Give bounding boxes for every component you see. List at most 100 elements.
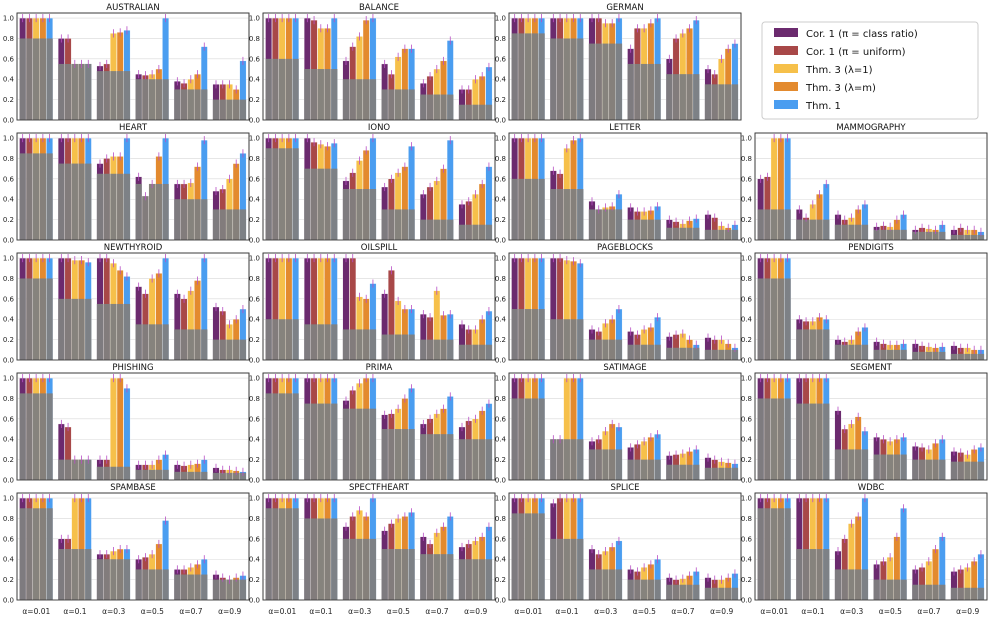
- bar-base-splice-g2-s0: [588, 569, 596, 600]
- y-tick-label: 0.8: [3, 155, 14, 163]
- bar-base-heart-g1-s4: [85, 163, 92, 240]
- y-tick-label: 0.2: [495, 336, 506, 344]
- bar-base-phishing-g0-s0: [19, 393, 26, 480]
- bar-base-mammography-g5-s2: [964, 234, 971, 240]
- x-tick-label: α=0.1: [63, 607, 86, 616]
- bar-base-pendigits-g2-s1: [841, 344, 848, 360]
- bar-base-satimage-g4-s2: [679, 464, 686, 480]
- bar-base-balance-g0-s4: [292, 58, 299, 120]
- bar-base-mammography-g2-s3: [855, 224, 862, 240]
- bar-base-spectfheart-g1-s4: [331, 518, 338, 600]
- bar-base-german-g1-s4: [577, 38, 584, 120]
- y-tick-label: 0.8: [741, 515, 752, 523]
- legend-label-thm3-lambdam: Thm. 3 (λ=m): [805, 83, 876, 94]
- bar-base-german-g0-s0: [511, 33, 518, 120]
- panel-australian: AUSTRALIAN 0.0 0.2 0.4 0.6 0.8 1.0: [3, 3, 250, 125]
- bar-base-spambase-g4-s2: [187, 574, 194, 600]
- bar-base-newthyroid-g4-s0: [174, 329, 181, 360]
- bar-base-phishing-g4-s2: [187, 471, 194, 480]
- y-tick-label: 0.4: [3, 436, 15, 444]
- bar-base-german-g2-s3: [609, 43, 616, 121]
- bar-base-iono-g5-s2: [472, 224, 479, 240]
- bar-base-splice-g1-s1: [556, 538, 564, 600]
- panels-group: AUSTRALIAN 0.0 0.2 0.4 0.6 0.8 1.0 BALANCE 0.0 0.…: [3, 3, 988, 605]
- panel-border-iono: [262, 132, 496, 241]
- bar-base-newthyroid-g1-s3: [78, 298, 85, 360]
- y-tick-label: 0.0: [495, 477, 506, 485]
- panel-title-iono: IONO: [368, 123, 391, 133]
- bar-base-pageblocks-g3-s4: [654, 344, 661, 360]
- bar-base-oilspill-g2-s1: [349, 329, 356, 360]
- y-tick-label: 0.2: [495, 456, 506, 464]
- bar-base-pageblocks-g4-s2: [679, 347, 686, 360]
- bar-base-letter-g0-s0: [511, 178, 518, 240]
- bar-base-segment-g1-s1: [802, 403, 810, 480]
- bar-base-german-g1-s0: [550, 38, 557, 120]
- panel-oilspill: OILSPILL 0.0 0.2 0.4 0.6 0.8 1.0: [249, 243, 496, 365]
- bar-base-australian-g5-s1: [219, 99, 226, 120]
- bar-base-newthyroid-g2-s0: [96, 303, 104, 360]
- bar-base-australian-g3-s4: [162, 79, 169, 120]
- bar-base-spambase-g3-s0: [135, 569, 142, 600]
- y-tick-label: 1.0: [495, 495, 506, 503]
- bar-base-satimage-g4-s1: [672, 464, 680, 480]
- bar-base-iono-g5-s1: [465, 224, 472, 240]
- bar-base-satimage-g2-s1: [595, 449, 602, 480]
- bar-base-segment-g4-s1: [918, 459, 926, 480]
- bar-base-german-g4-s0: [666, 74, 673, 120]
- bar-base-satimage-g5-s1: [711, 467, 718, 480]
- panel-letter: LETTER 0.0 0.2 0.4 0.6 0.8 1.0: [495, 123, 742, 245]
- bar-base-segment-g5-s3: [971, 461, 978, 480]
- bar-base-iono-g0-s4: [292, 148, 299, 240]
- bar-base-iono-g1-s2: [317, 168, 324, 240]
- bar-base-spambase-g5-s4: [239, 579, 247, 600]
- bar-base-australian-g1-s1: [64, 63, 72, 120]
- bar-base-mammography-g4-s4: [939, 231, 946, 240]
- bar-base-wdbc-g5-s2: [964, 587, 971, 600]
- bar-base-pendigits-g1-s0: [796, 329, 803, 360]
- bar-base-pendigits-g4-s4: [939, 351, 946, 360]
- bar-base-phishing-g3-s1: [142, 469, 149, 480]
- panel-border-balance: [262, 12, 496, 121]
- bar-base-german-g1-s1: [556, 38, 564, 120]
- panel-border-heart: [16, 132, 250, 241]
- panel-newthyroid: NEWTHYROID 0.0 0.2 0.4 0.6 0.8 1.0: [3, 243, 250, 365]
- panel-frame-heart: [16, 132, 250, 241]
- x-tick-label: α=0.9: [710, 607, 733, 616]
- bar-base-newthyroid-g3-s4: [162, 324, 169, 360]
- y-tick-label: 0.4: [741, 436, 753, 444]
- y-tick-label: 1.0: [249, 255, 260, 263]
- bar-base-wdbc-g3-s2: [886, 579, 894, 600]
- bar-base-balance-g2-s4: [369, 79, 377, 120]
- panel-border-spectfheart: [262, 492, 496, 601]
- bar-base-oilspill-g1-s4: [331, 324, 338, 360]
- bar-base-iono-g1-s1: [310, 168, 318, 240]
- x-tick-label: α=0.01: [268, 607, 296, 616]
- y-tick-label: 0.2: [495, 96, 506, 104]
- y-tick-label: 0.8: [249, 515, 260, 523]
- bar-base-iono-g0-s2: [278, 148, 286, 240]
- bar-base-pageblocks-g5-s4: [731, 349, 739, 360]
- bar-base-segment-g2-s4: [861, 449, 869, 480]
- bar-base-wdbc-g0-s0: [757, 508, 764, 600]
- y-tick-label: 0.8: [741, 395, 752, 403]
- bar-base-prima-g4-s4: [447, 434, 454, 480]
- bar-base-newthyroid-g5-s2: [226, 339, 233, 360]
- bar-base-australian-g1-s3: [78, 63, 85, 120]
- bar-base-balance-g4-s2: [433, 94, 440, 120]
- bar-base-splice-g3-s4: [654, 579, 661, 600]
- y-tick-label: 0.8: [741, 275, 752, 283]
- bar-base-australian-g2-s0: [96, 71, 104, 120]
- bar-base-spectfheart-g1-s3: [324, 518, 331, 600]
- bar-base-spectfheart-g0-s4: [292, 508, 299, 600]
- bar-base-satimage-g2-s3: [609, 449, 616, 480]
- x-tick-label: α=0.7: [425, 607, 448, 616]
- bar-base-spectfheart-g0-s2: [278, 508, 286, 600]
- bar-base-newthyroid-g3-s0: [135, 324, 142, 360]
- panel-title-splice: SPLICE: [610, 483, 639, 493]
- bar-base-german-g3-s0: [627, 63, 634, 120]
- y-tick-label: 0.2: [741, 576, 752, 584]
- bar-base-australian-g4-s0: [174, 89, 181, 120]
- bar-base-german-g4-s4: [693, 74, 700, 120]
